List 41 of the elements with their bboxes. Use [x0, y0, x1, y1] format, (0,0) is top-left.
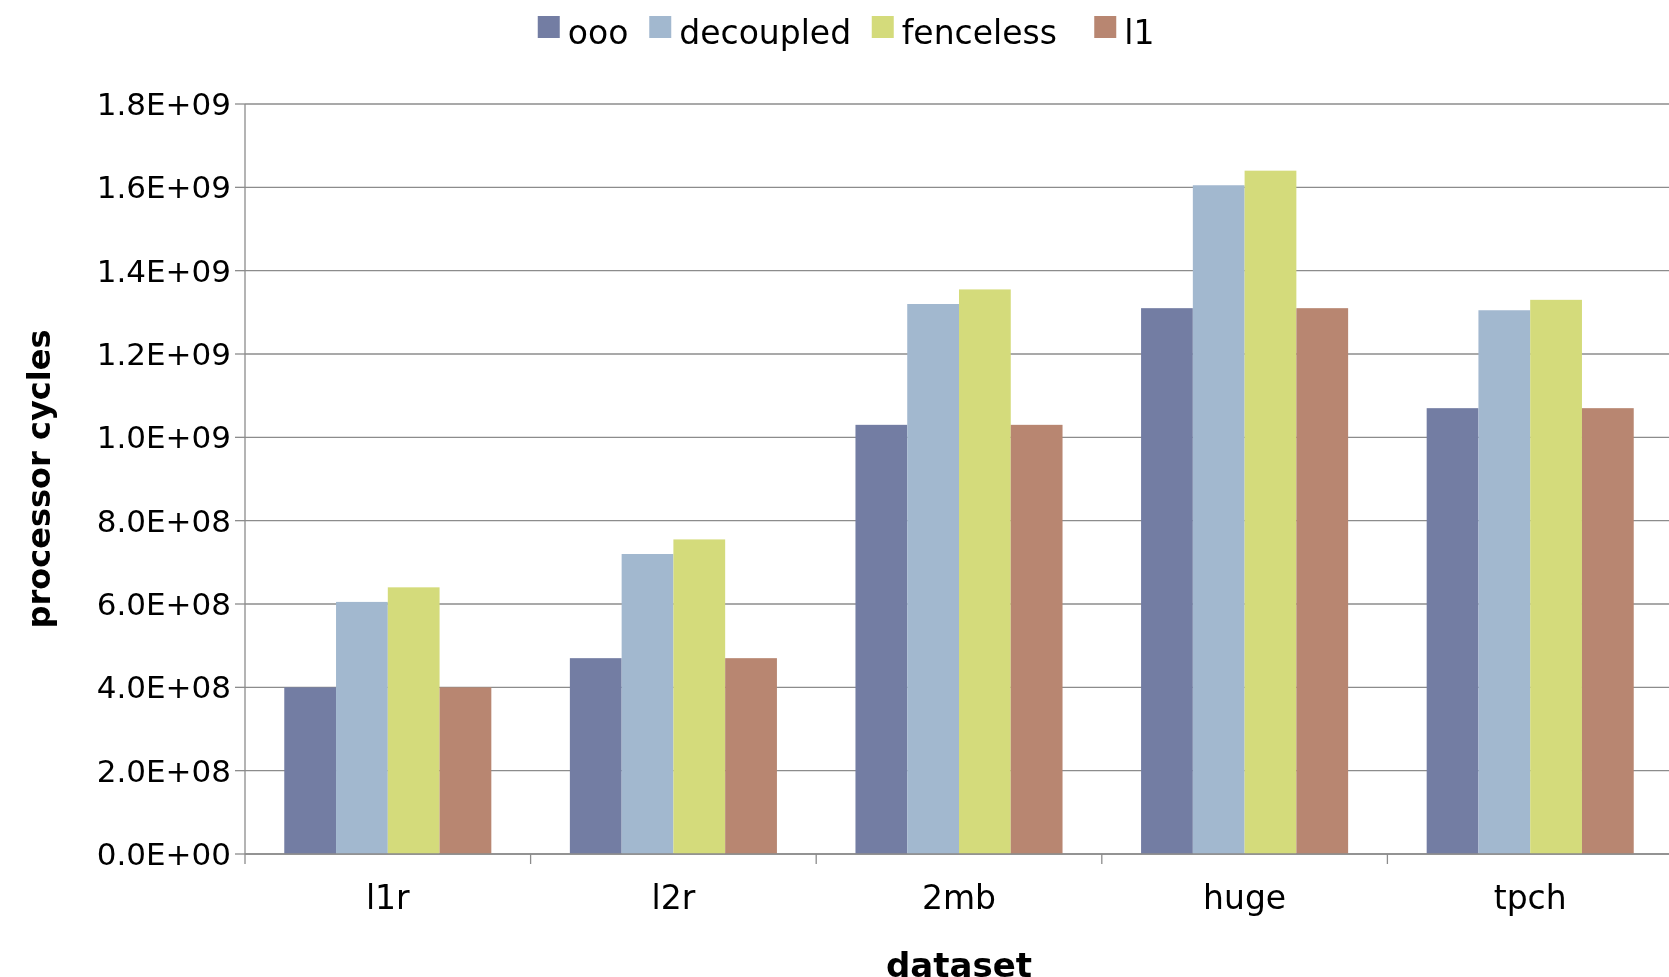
x-axis-title: dataset — [885, 945, 1033, 977]
y-tick-label: 8.0E+08 — [96, 502, 231, 539]
y-tick-label: 6.0E+08 — [96, 585, 231, 622]
bar — [1296, 308, 1349, 854]
bar — [725, 658, 777, 854]
legend-label: fenceless — [901, 12, 1057, 52]
y-tick-label: 1.0E+09 — [96, 419, 231, 456]
bar — [1530, 299, 1582, 854]
y-tick-label: 0.0E+00 — [96, 835, 231, 872]
bar — [336, 601, 388, 854]
legend-label: ooo — [567, 12, 629, 52]
bar — [1192, 185, 1245, 854]
x-tick-label: huge — [1203, 878, 1287, 917]
x-tick-label: 2mb — [921, 878, 997, 917]
bar — [1010, 424, 1063, 854]
bar — [855, 424, 908, 854]
y-tick-label: 1.2E+09 — [96, 335, 231, 372]
bar — [1581, 408, 1634, 854]
bar — [1244, 170, 1297, 854]
bar — [907, 304, 959, 854]
bar — [1141, 308, 1193, 854]
bar — [387, 587, 440, 854]
legend-label: l1 — [1124, 12, 1155, 52]
bar — [959, 289, 1011, 854]
y-tick-label: 2.0E+08 — [96, 752, 231, 789]
y-tick-label: 1.8E+09 — [96, 85, 231, 122]
bar — [284, 687, 337, 854]
bar — [1426, 408, 1479, 854]
bar — [569, 658, 622, 854]
bar — [439, 687, 492, 854]
bar — [621, 554, 674, 854]
y-axis-title: processor cycles — [20, 329, 58, 629]
y-tick-label: 1.4E+09 — [96, 252, 231, 289]
y-tick-label: 1.6E+09 — [96, 169, 231, 206]
x-tick-label: tpch — [1493, 878, 1567, 917]
x-tick-label: l2r — [651, 878, 696, 917]
y-tick-label: 4.0E+08 — [96, 669, 231, 706]
x-tick-label: l1r — [365, 878, 411, 917]
bar — [673, 539, 726, 854]
bar — [1478, 310, 1531, 854]
legend-label: decoupled — [679, 12, 852, 52]
